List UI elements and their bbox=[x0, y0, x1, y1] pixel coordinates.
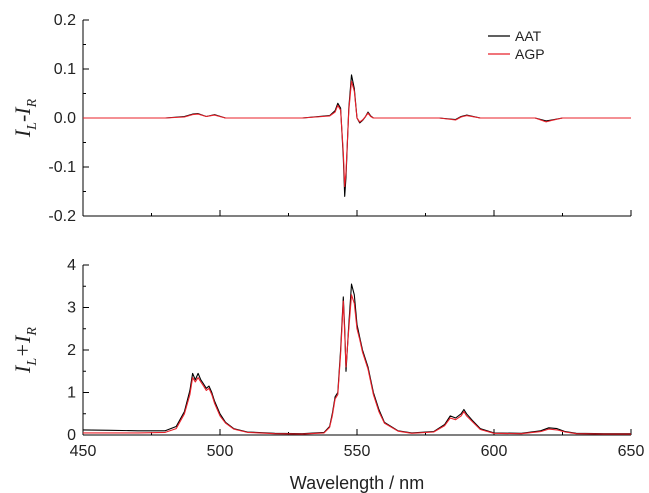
legend-label-agp: AGP bbox=[515, 46, 545, 62]
x-axis-label: Wavelength / nm bbox=[290, 473, 424, 493]
x-tick-label: 650 bbox=[618, 443, 645, 460]
y-tick-label: 1 bbox=[67, 385, 76, 402]
y-tick-label: 0 bbox=[67, 427, 76, 444]
series-line-agp bbox=[83, 294, 631, 435]
x-tick-label: 550 bbox=[344, 443, 371, 460]
x-tick-label: 600 bbox=[481, 443, 508, 460]
x-tick-label: 450 bbox=[70, 443, 97, 460]
x-tick-label: 500 bbox=[207, 443, 234, 460]
y-tick-label: -0.2 bbox=[48, 208, 76, 225]
series-line-agp bbox=[83, 80, 631, 188]
y-axis-label: IL+IR bbox=[10, 327, 40, 374]
series-line-aat bbox=[82, 283, 631, 435]
y-tick-label: 0.2 bbox=[54, 12, 76, 29]
y-tick-label: 2 bbox=[67, 342, 76, 359]
y-tick-label: 3 bbox=[67, 300, 76, 317]
bottom-panel-total-intensity: 450 500 550 600 650 0 1 2 3 4 IL+IR Wavelength / nm bbox=[10, 257, 644, 493]
y-axis-label: IL-IR bbox=[10, 98, 40, 138]
legend-label-aat: AAT bbox=[515, 28, 542, 44]
series-line-aat bbox=[83, 74, 631, 197]
top-panel-circular-dichroism: -0.2 -0.1 0.0 0.1 0.2 IL-IR AAT AGP bbox=[10, 12, 632, 225]
y-tick-label: 0.1 bbox=[54, 61, 76, 78]
y-tick-label: 4 bbox=[67, 257, 76, 274]
y-tick-label: 0.0 bbox=[54, 110, 76, 127]
y-tick-label: -0.1 bbox=[48, 159, 76, 176]
